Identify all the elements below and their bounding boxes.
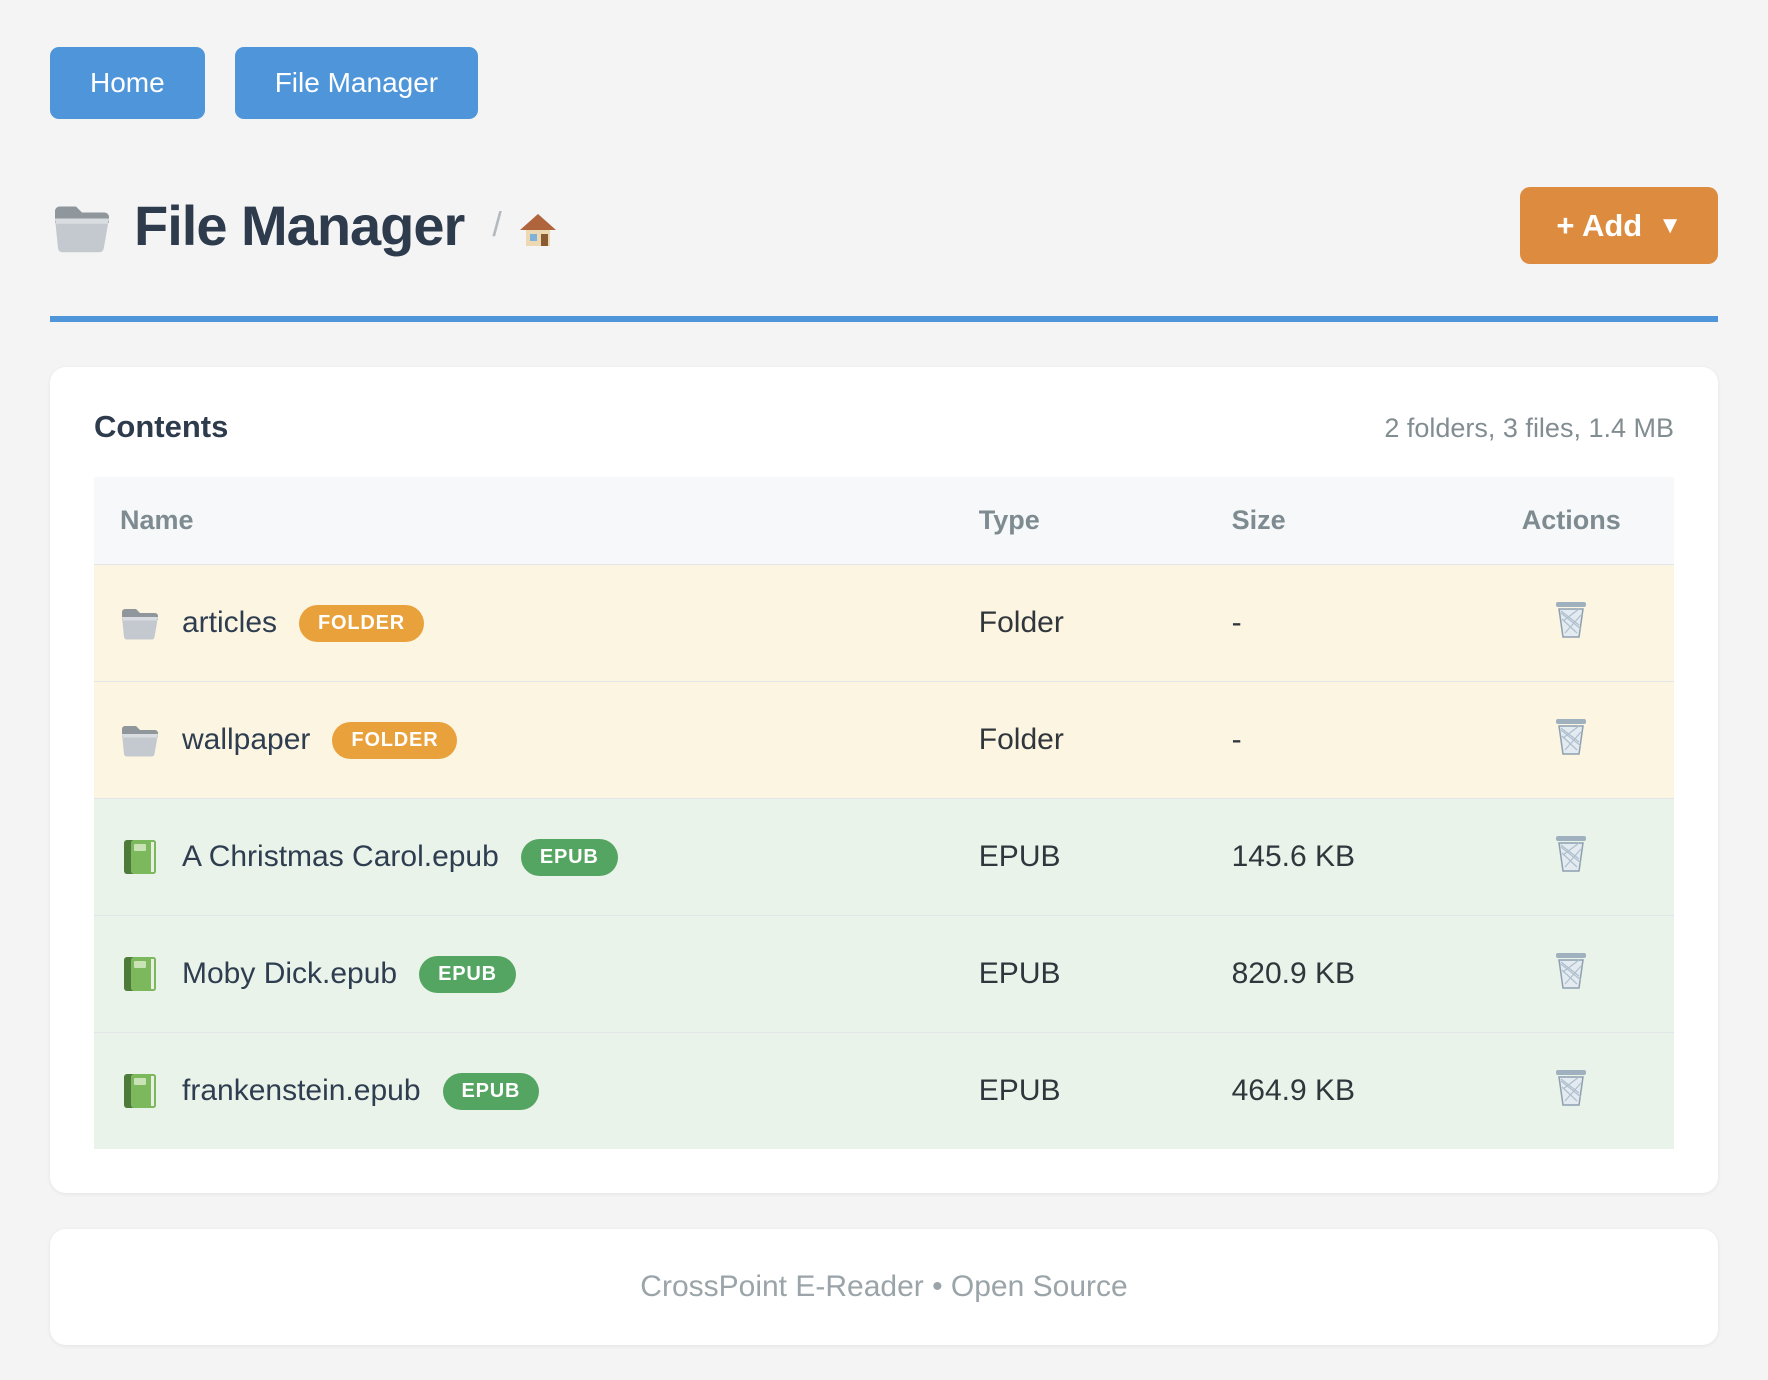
file-table: Name Type Size Actions articles FOLDER F… (94, 477, 1674, 1149)
column-header-actions: Actions (1468, 477, 1674, 565)
delete-button[interactable] (1553, 599, 1589, 639)
table-row[interactable]: wallpaper FOLDER Folder - (94, 681, 1674, 799)
contents-card: Contents 2 folders, 3 files, 1.4 MB Name… (50, 367, 1718, 1193)
file-name-cell[interactable]: A Christmas Carol.epub EPUB (94, 838, 979, 876)
chevron-down-icon: ▼ (1658, 211, 1682, 239)
file-type: EPUB (978, 798, 1232, 916)
book-icon (124, 1074, 156, 1108)
page-header: File Manager / + Add ▼ (50, 187, 1718, 264)
trash-icon (1555, 952, 1588, 989)
file-name-cell[interactable]: frankenstein.epub EPUB (94, 1072, 979, 1110)
nav-file-manager-button[interactable]: File Manager (234, 47, 479, 119)
file-type-badge: EPUB (419, 955, 516, 993)
file-size: 145.6 KB (1231, 798, 1469, 916)
file-name[interactable]: articles (182, 606, 278, 639)
book-icon (124, 840, 156, 874)
add-button[interactable]: + Add ▼ (1520, 187, 1718, 264)
file-name[interactable]: frankenstein.epub (182, 1074, 421, 1107)
file-size: - (1231, 564, 1469, 682)
file-type-badge: FOLDER (332, 721, 458, 759)
file-type-badge: EPUB (442, 1072, 540, 1110)
column-header-size: Size (1231, 477, 1469, 565)
file-name-cell[interactable]: Moby Dick.epub EPUB (94, 955, 979, 993)
table-row[interactable]: frankenstein.epub EPUB EPUB 464.9 KB (94, 1032, 1674, 1149)
nav-home-button[interactable]: Home (50, 47, 205, 119)
trash-icon (1555, 718, 1588, 755)
page-title: File Manager (134, 194, 465, 257)
trash-icon (1555, 835, 1588, 872)
add-button-label: + Add (1556, 207, 1643, 243)
title-group: File Manager / (50, 193, 558, 258)
top-nav: Home File Manager (50, 0, 1718, 119)
file-size: 820.9 KB (1231, 915, 1469, 1033)
file-name-cell[interactable]: wallpaper FOLDER (94, 721, 979, 759)
folder-icon (122, 609, 158, 640)
contents-summary: 2 folders, 3 files, 1.4 MB (1384, 413, 1674, 443)
column-header-type: Type (978, 477, 1232, 565)
trash-icon (1555, 1069, 1588, 1106)
house-icon[interactable] (518, 212, 558, 248)
delete-button[interactable] (1553, 716, 1589, 756)
file-name-cell[interactable]: articles FOLDER (94, 604, 979, 642)
page: Home File Manager File Manager / + Add ▼… (50, 0, 1718, 1345)
book-icon (124, 957, 156, 991)
file-name[interactable]: Moby Dick.epub (182, 957, 398, 990)
file-type: Folder (978, 564, 1232, 682)
delete-button[interactable] (1553, 833, 1589, 873)
delete-button[interactable] (1553, 1067, 1589, 1107)
file-name[interactable]: A Christmas Carol.epub (182, 840, 499, 873)
file-type-badge: FOLDER (299, 604, 425, 642)
table-row[interactable]: Moby Dick.epub EPUB EPUB 820.9 KB (94, 915, 1674, 1033)
trash-icon (1555, 601, 1588, 638)
file-type: EPUB (978, 1074, 1061, 1107)
table-row[interactable]: articles FOLDER Folder - (94, 564, 1674, 682)
file-type-badge: EPUB (520, 838, 618, 876)
folder-icon (55, 206, 109, 252)
file-size: - (1231, 681, 1469, 799)
delete-button[interactable] (1553, 950, 1589, 990)
breadcrumb-separator: / (492, 206, 502, 244)
column-header-name: Name (94, 477, 979, 565)
file-name[interactable]: wallpaper (182, 723, 311, 756)
file-type: EPUB (978, 915, 1232, 1033)
table-row[interactable]: A Christmas Carol.epub EPUB EPUB 145.6 K… (94, 798, 1674, 916)
card-title: Contents (94, 409, 229, 444)
footer: CrossPoint E-Reader • Open Source (50, 1229, 1718, 1345)
file-type: Folder (978, 681, 1232, 799)
card-header: Contents 2 folders, 3 files, 1.4 MB (94, 409, 1674, 445)
file-table-body: articles FOLDER Folder - wallpaper FOLDE… (94, 564, 1674, 1149)
accent-divider (50, 316, 1718, 322)
footer-text: CrossPoint E-Reader • Open Source (640, 1270, 1128, 1303)
folder-icon (122, 726, 158, 757)
table-header-row: Name Type Size Actions (94, 477, 1674, 565)
file-size: 464.9 KB (1231, 1074, 1356, 1107)
